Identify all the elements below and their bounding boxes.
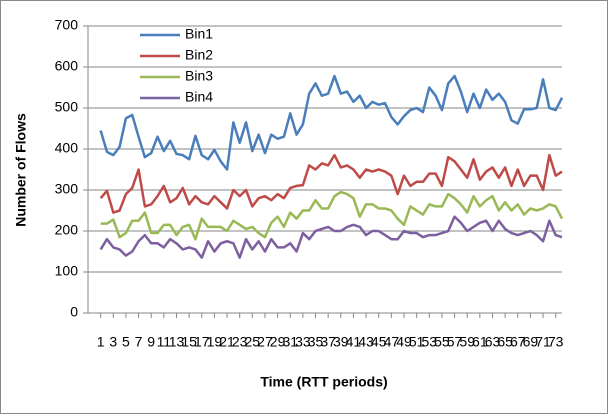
- legend-label: Bin1: [185, 26, 213, 42]
- y-tick-label: 100: [55, 263, 79, 279]
- legend-label: Bin4: [185, 89, 213, 105]
- x-tick-label: 63: [485, 334, 501, 350]
- x-tick-label: 37: [320, 334, 336, 350]
- x-tick-label: 39: [333, 334, 349, 350]
- x-tick-label: 61: [472, 334, 488, 350]
- x-tick-label: 15: [181, 334, 197, 350]
- x-tick-label: 47: [384, 334, 400, 350]
- x-tick-label: 9: [147, 334, 155, 350]
- x-tick-label: 7: [135, 334, 143, 350]
- y-tick-label: 400: [55, 140, 79, 156]
- x-tick-label: 27: [257, 334, 273, 350]
- x-tick-label: 51: [409, 334, 425, 350]
- x-axis-title: Time (RTT periods): [260, 374, 387, 390]
- x-tick-label: 43: [358, 334, 374, 350]
- y-tick-label: 0: [70, 304, 78, 320]
- x-tick-label: 11: [157, 334, 172, 350]
- series-line: [99, 215, 563, 259]
- x-tick-label: 67: [510, 334, 526, 350]
- x-tick-label: 55: [434, 334, 450, 350]
- x-tick-label: 65: [497, 334, 513, 350]
- y-axis-title: Number of Flows: [13, 113, 29, 227]
- x-tick-label: 49: [396, 334, 412, 350]
- x-tick-label: 17: [194, 334, 210, 350]
- x-tick-label: 19: [207, 334, 223, 350]
- y-tick-label: 500: [55, 99, 79, 115]
- x-tick-label: 1: [97, 334, 105, 350]
- x-tick-label: 35: [308, 334, 324, 350]
- x-tick-label: 29: [270, 334, 286, 350]
- series-line: [99, 74, 564, 171]
- x-tick-label: 31: [282, 334, 298, 350]
- legend-label: Bin2: [185, 47, 213, 63]
- x-tick-label: 57: [447, 334, 463, 350]
- series-line: [100, 190, 564, 241]
- x-tick-label: 5: [122, 334, 130, 350]
- x-tick-label: 69: [523, 334, 539, 350]
- x-tick-label: 41: [346, 334, 362, 350]
- x-tick-label: 13: [169, 334, 185, 350]
- x-tick-label: 59: [459, 334, 475, 350]
- x-tick-label: 53: [421, 334, 437, 350]
- x-tick-label: 71: [535, 334, 551, 350]
- y-tick-label: 700: [55, 17, 79, 33]
- x-tick-label: 23: [232, 334, 248, 350]
- x-tick-label: 21: [219, 334, 235, 350]
- y-tick-label: 600: [55, 58, 79, 74]
- y-tick-label: 200: [55, 222, 79, 238]
- x-tick-label: 25: [245, 334, 261, 350]
- x-tick-label: 33: [295, 334, 311, 350]
- x-tick-label: 3: [109, 334, 117, 350]
- series-line: [99, 153, 563, 214]
- y-tick-label: 300: [55, 181, 79, 197]
- legend-label: Bin3: [185, 68, 213, 84]
- x-tick-label: 73: [548, 334, 564, 350]
- x-tick-label: 45: [371, 334, 387, 350]
